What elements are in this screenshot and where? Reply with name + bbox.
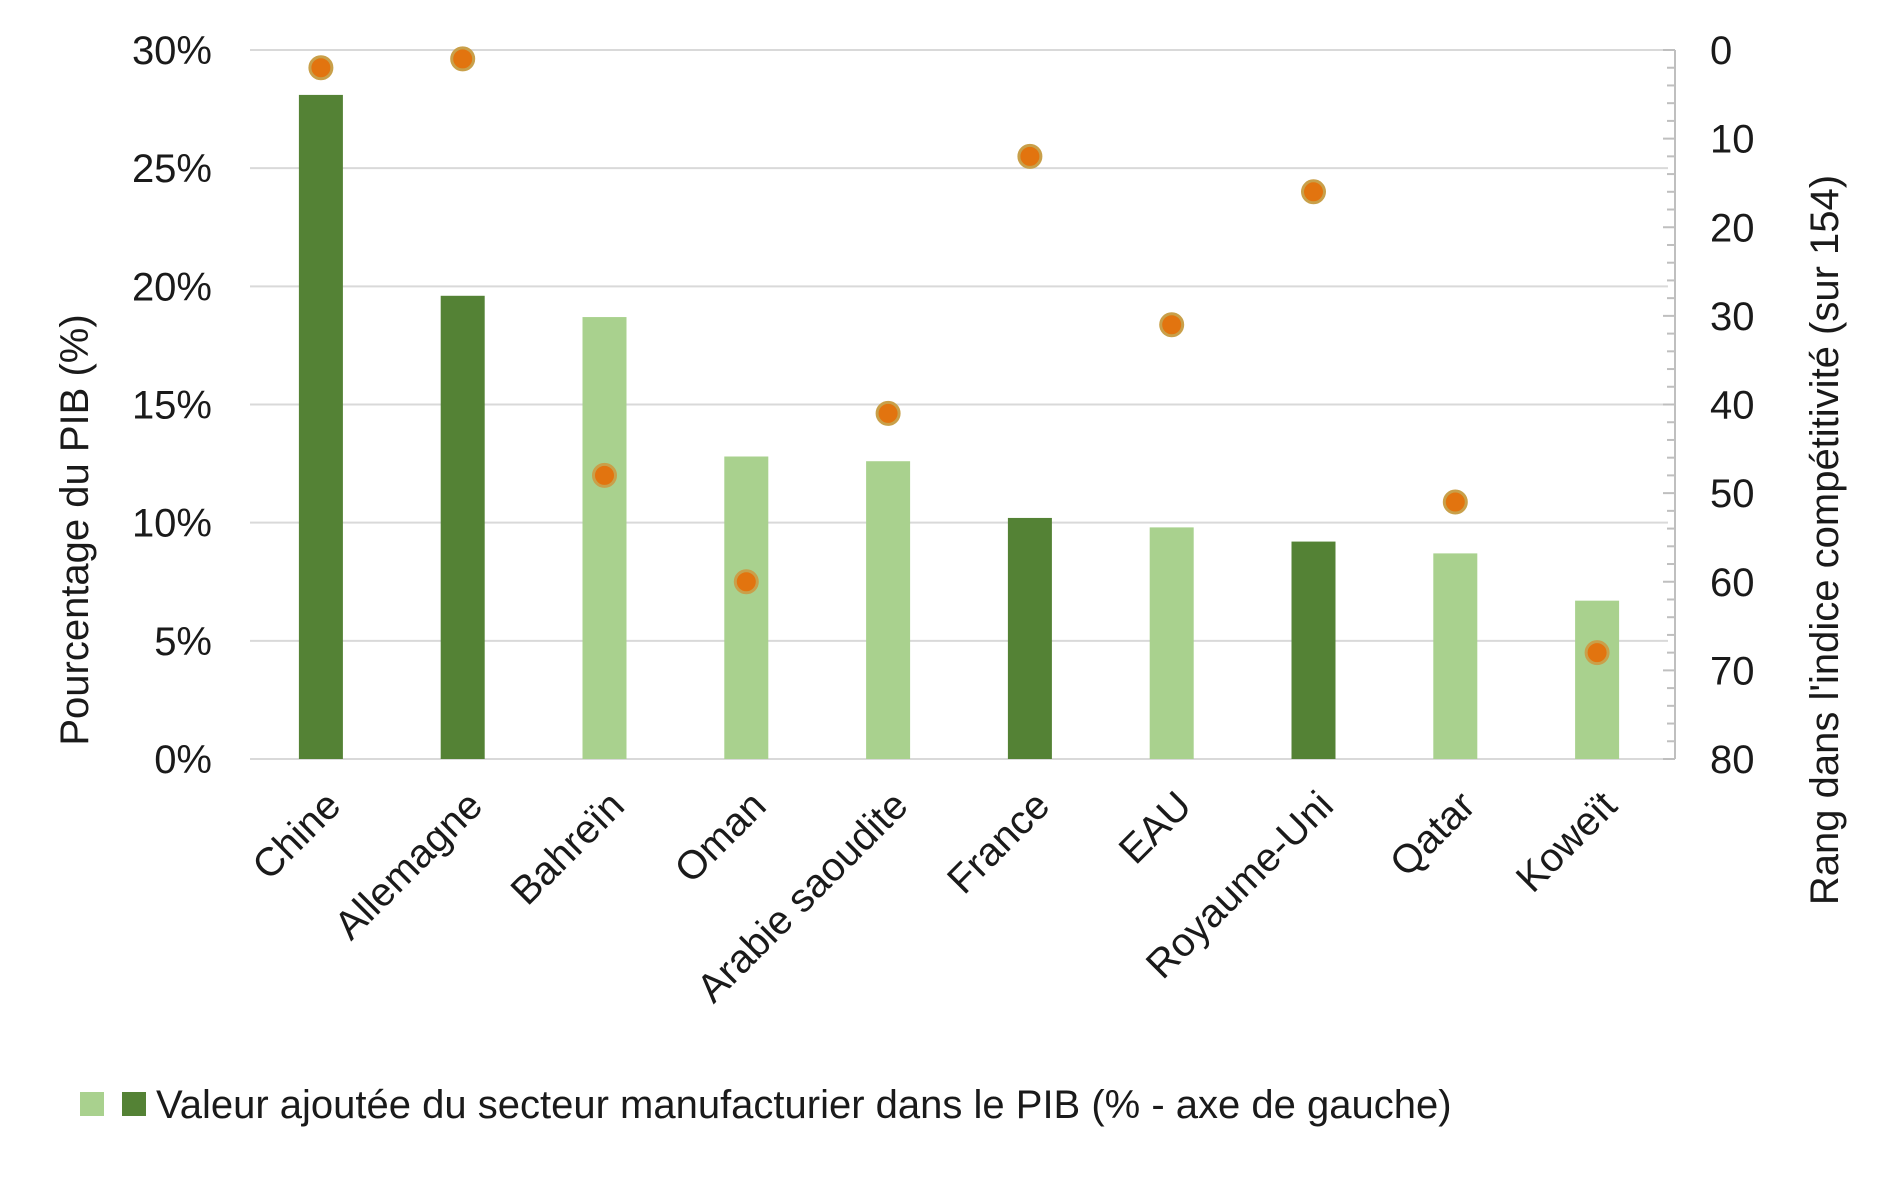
bar-EAU — [1149, 527, 1194, 759]
dot-layer — [308, 46, 1610, 666]
bar-Chine — [298, 94, 343, 760]
right-axis-title: Rang dans l'indice compétitivité (sur 15… — [1803, 175, 1847, 905]
category-label: Qatar — [1382, 783, 1484, 885]
legend-swatch-non-gcc — [122, 1092, 146, 1116]
category-label: Chine — [244, 783, 349, 888]
right-tick-label: 80 — [1710, 738, 1755, 782]
dot-EAU — [1159, 312, 1185, 338]
bar-layer — [298, 94, 1620, 760]
category-label: France — [939, 783, 1058, 902]
dot-Oman — [733, 569, 759, 595]
right-tick-label: 50 — [1710, 472, 1755, 516]
dot-Chine — [308, 55, 334, 81]
left-tick-label: 10% — [132, 502, 212, 546]
left-tick-label: 25% — [132, 147, 212, 191]
bar-Arabie saoudite — [866, 461, 911, 759]
left-tick-label: 0% — [154, 738, 212, 782]
right-tick-label: 60 — [1710, 561, 1755, 605]
dot-France — [1017, 143, 1043, 169]
category-label: Allemagne — [326, 783, 491, 948]
legend-label: Valeur ajoutée du secteur manufacturier … — [156, 1083, 1452, 1127]
category-label: EAU — [1111, 783, 1200, 872]
legend-swatch-gcc — [80, 1092, 104, 1116]
axis-layer — [1663, 49, 1676, 760]
dot-Royaume-Uni — [1301, 179, 1326, 205]
category-label: Koweït — [1508, 783, 1626, 901]
dot-Allemagne — [450, 46, 476, 72]
legend: Valeur ajoutée du secteur manufacturier … — [80, 1083, 1452, 1127]
bar-Allemagne — [440, 295, 485, 759]
bar-France — [1007, 517, 1052, 759]
category-label: Bahreïn — [503, 783, 633, 913]
right-tick-label: 0 — [1710, 29, 1732, 73]
dot-Koweït — [1584, 640, 1610, 666]
dot-Bahreïn — [592, 462, 617, 488]
bar-Oman — [724, 456, 769, 759]
bar-Qatar — [1433, 553, 1478, 759]
right-tick-label: 30 — [1710, 295, 1755, 339]
label-layer: 0% 5% 10% 15% 20% 25% 30% 0 10 20 30 40 50 60 70 80 Chin… — [132, 29, 1755, 1011]
right-tick-label: 10 — [1710, 118, 1755, 162]
category-label: Oman — [667, 783, 775, 891]
dot-Qatar — [1442, 489, 1468, 515]
bar-Koweït — [1575, 600, 1620, 759]
left-axis-title: Pourcentage du PIB (%) — [53, 314, 97, 745]
dot-Arabie saoudite — [875, 400, 901, 426]
left-tick-label: 30% — [132, 29, 212, 73]
right-tick-label: 70 — [1710, 649, 1755, 693]
left-tick-label: 15% — [132, 384, 212, 428]
left-tick-label: 20% — [132, 265, 212, 309]
right-tick-label: 40 — [1710, 384, 1755, 428]
right-tick-label: 20 — [1710, 206, 1755, 250]
bar-Royaume-Uni — [1291, 541, 1336, 759]
bar-Bahreïn — [582, 317, 627, 759]
left-tick-label: 5% — [154, 620, 212, 664]
grid-layer — [250, 49, 1668, 760]
